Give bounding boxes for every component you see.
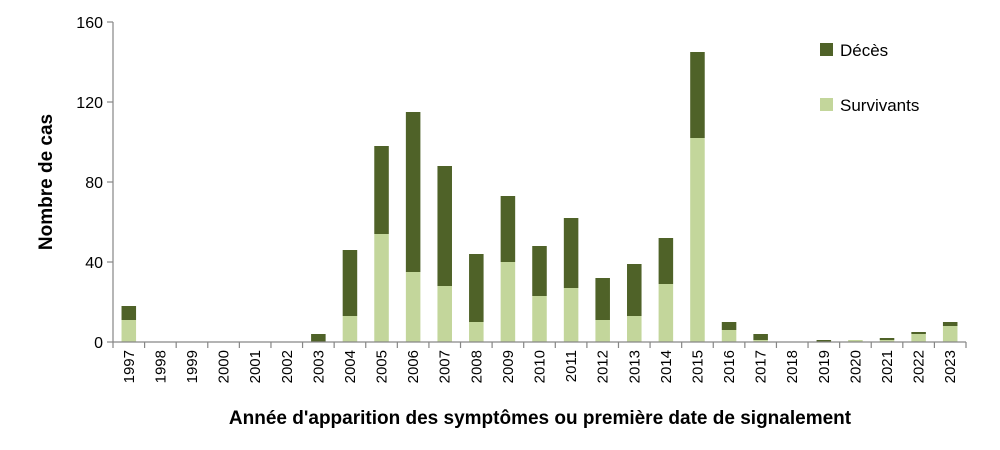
bar-deces-2005 [374,146,389,234]
x-tick-label-2004: 2004 [342,350,359,383]
x-tick-label-2011: 2011 [563,350,580,382]
x-tick-label-2001: 2001 [247,350,264,383]
y-tick-label: 40 [85,255,103,272]
bar-deces-2019 [816,340,832,342]
y-ticks: 0 40 80 120 160 [76,15,113,352]
bar-deces-2015 [690,52,705,138]
bar-deces-2008 [469,254,484,322]
bar-survivants-2007 [437,286,452,342]
bar-survivants-1997 [121,320,137,342]
bar-survivants-2010 [532,296,547,342]
x-tick-label-2015: 2015 [689,350,706,383]
y-axis-title: Nombre de cas [36,114,57,250]
x-tick-label-2010: 2010 [532,350,549,383]
x-tick-label-1998: 1998 [152,350,169,383]
bar-deces-1997 [121,306,137,320]
bar-deces-2009 [500,196,516,262]
y-tick-label: 0 [94,335,103,352]
legend-label-deces: Décès [840,41,888,60]
x-tick-label-2013: 2013 [626,350,643,383]
bar-deces-2013 [627,264,642,316]
x-tick-label-2020: 2020 [847,350,864,383]
bar-survivants-2011 [563,288,579,342]
bar-survivants-2015 [690,138,705,342]
x-tick-label-2014: 2014 [658,350,675,383]
bar-deces-2006 [405,112,421,272]
x-axis-title: Année d'apparition des symptômes ou prem… [229,408,852,429]
x-tick-label-2018: 2018 [784,350,801,383]
x-ticks: 1997 1998 1999 2000 2001 2002 2003 2004 2005 2006… [112,342,967,383]
x-tick-label-2016: 2016 [721,350,738,383]
bar-survivants-2005 [374,234,389,342]
bar-deces-2016 [721,322,737,330]
y-tick-label: 80 [85,175,103,192]
x-tick-label-2007: 2007 [437,350,454,383]
x-tick-label-2019: 2019 [816,350,833,383]
bar-survivants-2014 [658,284,674,342]
legend-swatch-survivants [820,98,833,111]
x-tick-label-2017: 2017 [753,350,770,383]
legend-label-survivants: Survivants [840,96,919,115]
legend: Décès Survivants [820,41,919,115]
bar-survivants-2006 [405,272,421,342]
bar-deces-2011 [563,218,579,288]
bar-deces-2021 [879,338,895,340]
legend-swatch-deces [820,43,833,56]
x-tick-label-2002: 2002 [279,350,296,383]
bar-survivants-2008 [469,322,484,342]
bar-deces-2012 [595,278,610,320]
x-tick-label-2021: 2021 [879,350,896,383]
x-tick-label-2000: 2000 [216,350,233,383]
x-tick-label-1997: 1997 [121,350,138,383]
x-tick-label-2003: 2003 [310,350,327,383]
bar-deces-2007 [437,166,452,286]
x-tick-label-2022: 2022 [911,350,928,383]
x-tick-label-2006: 2006 [405,350,422,383]
x-tick-label-2008: 2008 [468,350,485,383]
bar-survivants-2023 [942,326,958,342]
bar-survivants-2009 [500,262,516,342]
bar-deces-2022 [911,332,926,334]
bar-survivants-2020 [848,340,863,342]
bar-deces-2014 [658,238,674,284]
bar-deces-2023 [942,322,958,326]
bar-survivants-2004 [342,316,358,342]
bar-deces-2017 [753,334,768,340]
y-tick-label: 160 [76,15,103,32]
bar-survivants-2016 [721,330,737,342]
x-tick-label-1999: 1999 [184,350,201,383]
bar-deces-2010 [532,246,547,296]
bars [121,52,958,342]
y-tick-label: 120 [76,95,103,112]
bar-deces-2003 [311,334,326,342]
x-tick-label-2023: 2023 [942,350,959,383]
bar-survivants-2012 [595,320,610,342]
bar-survivants-2013 [627,316,642,342]
bar-survivants-2021 [879,340,895,342]
x-tick-label-2005: 2005 [374,350,391,383]
bar-survivants-2022 [911,334,926,342]
x-tick-label-2012: 2012 [595,350,612,383]
bar-deces-2004 [342,250,358,316]
bar-survivants-2017 [753,340,768,342]
x-tick-label-2009: 2009 [500,350,517,383]
